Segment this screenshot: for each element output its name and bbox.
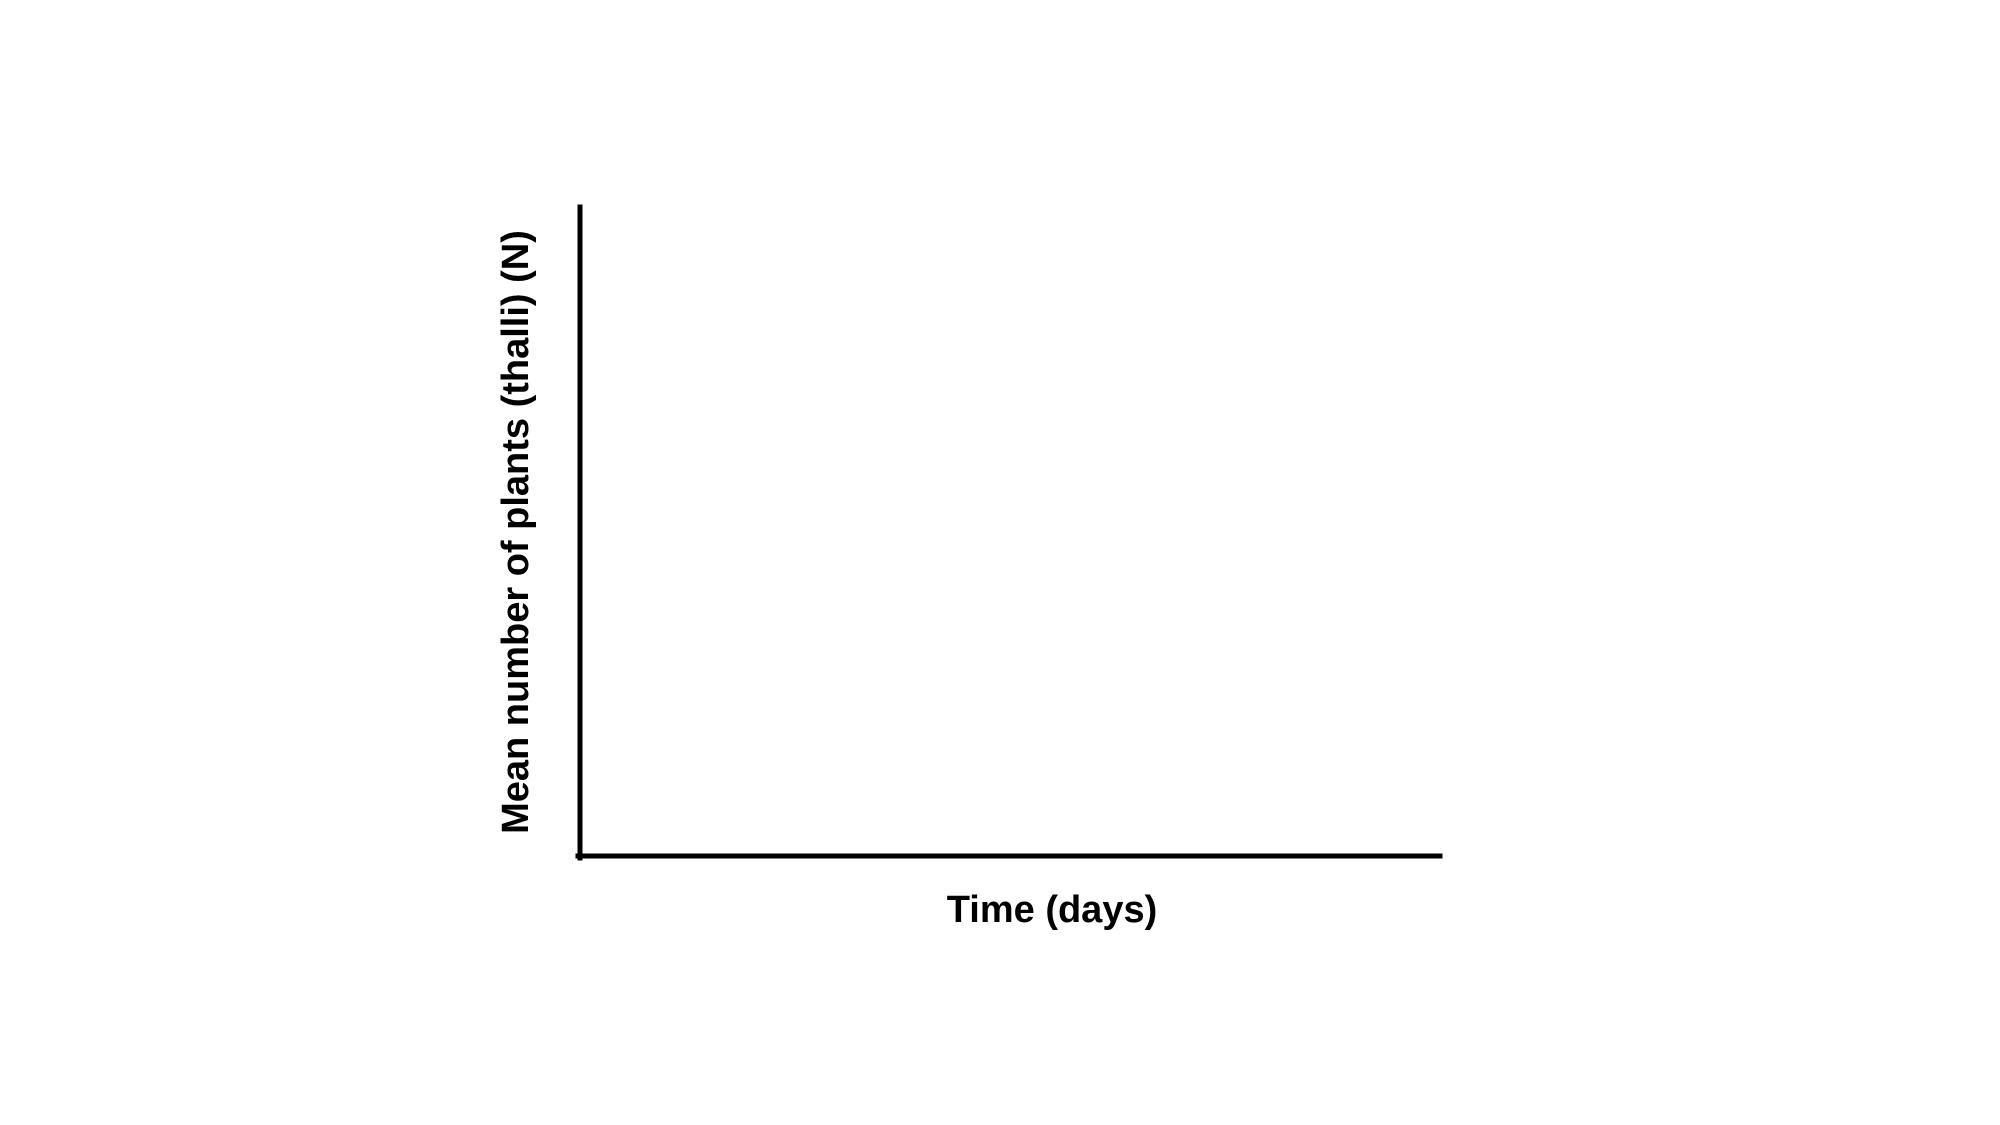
y-axis-label: Mean number of plants (thalli) (N) xyxy=(495,230,537,834)
x-axis-label: Time (days) xyxy=(947,889,1157,931)
